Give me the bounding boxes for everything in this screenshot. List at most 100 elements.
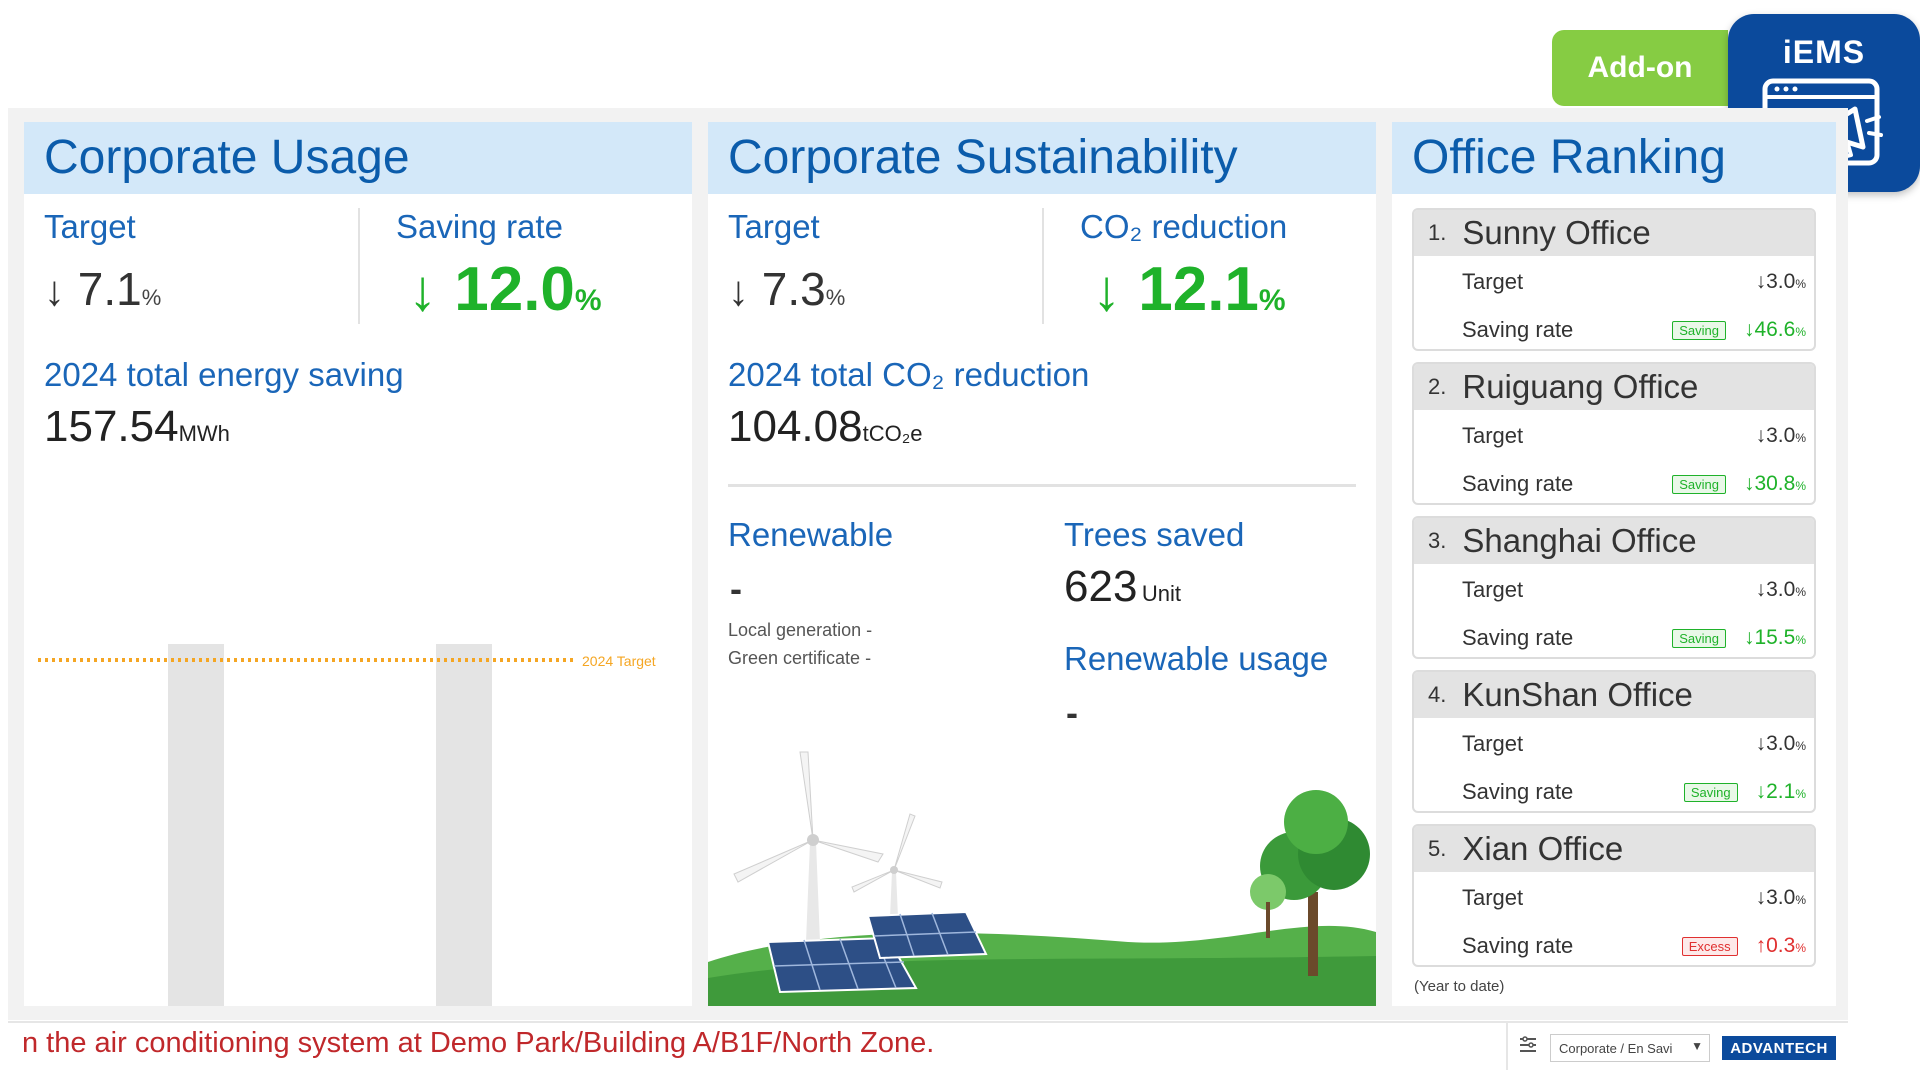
office-target-value: ↓3.0% xyxy=(1756,424,1806,448)
office-target-row: Target ↓3.0% xyxy=(1462,884,1806,912)
office-target-label: Target xyxy=(1462,423,1524,448)
renewable-usage-value: - xyxy=(1066,692,1078,733)
office-target-row: Target ↓3.0% xyxy=(1462,422,1806,450)
tree-icon xyxy=(1250,790,1370,976)
green-certificate-row: Green certificate - xyxy=(728,648,871,669)
renewable-usage-label: Renewable usage xyxy=(1064,640,1329,677)
office-saving-value: ↓15.5% xyxy=(1744,626,1806,650)
office-card-header: 1. Sunny Office xyxy=(1414,210,1814,256)
energy-usage-chart: 2024 Target20231,312.42MWh20241,154.88MW… xyxy=(38,644,656,1006)
office-ranking-title: Office Ranking xyxy=(1412,131,1726,184)
office-card[interactable]: 1. Sunny Office Target ↓3.0% Saving rate… xyxy=(1412,208,1816,351)
co2-total: 104.08tCO₂e xyxy=(728,402,922,452)
local-generation-value: - xyxy=(866,620,873,640)
percent-sign: % xyxy=(1795,941,1806,955)
office-card-header: 5. Xian Office xyxy=(1414,826,1814,872)
office-card-header: 2. Ruiguang Office xyxy=(1414,364,1814,410)
office-card-header: 3. Shanghai Office xyxy=(1414,518,1814,564)
usage-target-value: 7.1 xyxy=(77,263,142,315)
section-divider xyxy=(728,484,1356,487)
green-certificate-value: - xyxy=(865,648,872,668)
office-target-number: ↓3.0 xyxy=(1755,886,1796,909)
office-rank: 2. xyxy=(1428,374,1447,399)
office-saving-label: Saving rate xyxy=(1462,471,1574,496)
corporate-sustainability-header: Corporate Sustainability xyxy=(708,122,1376,194)
office-saving-row: Saving rate Excess ↑0.3% xyxy=(1462,932,1806,960)
office-saving-label: Saving rate xyxy=(1462,779,1574,804)
page-selector[interactable]: Corporate / En Savi ▼ xyxy=(1550,1034,1710,1062)
office-name: Sunny Office xyxy=(1462,214,1651,251)
office-saving-value: ↓2.1% xyxy=(1756,780,1806,804)
office-card[interactable]: 4. KunShan Office Target ↓3.0% Saving ra… xyxy=(1412,670,1816,813)
year-to-date-note: (Year to date) xyxy=(1414,978,1505,995)
office-target-label: Target xyxy=(1462,269,1524,294)
percent-sign: % xyxy=(574,284,602,317)
addon-button[interactable]: Add-on xyxy=(1552,30,1728,106)
office-rank: 1. xyxy=(1428,220,1447,245)
down-arrow-icon: ↓ xyxy=(1092,258,1121,323)
corporate-sustainability-panel: Corporate Sustainability Target ↓ 7.3% C… xyxy=(708,122,1376,1006)
kpi-divider xyxy=(358,208,360,324)
menu-icon[interactable] xyxy=(1518,1036,1538,1054)
bar-track xyxy=(436,644,492,1006)
status-badge: Saving xyxy=(1672,628,1726,648)
office-card[interactable]: 5. Xian Office Target ↓3.0% Saving rate … xyxy=(1412,824,1816,967)
office-target-value: ↓3.0% xyxy=(1756,732,1806,756)
office-saving-row: Saving rate Saving ↓2.1% xyxy=(1462,778,1806,806)
local-generation-row: Local generation - xyxy=(728,620,872,641)
office-saving-row: Saving rate Saving ↓15.5% xyxy=(1462,624,1806,652)
office-saving-value: ↓30.8% xyxy=(1744,472,1806,496)
percent-sign: % xyxy=(1795,479,1806,493)
percent-sign: % xyxy=(141,285,162,310)
usage-target-label: Target xyxy=(44,208,136,245)
office-target-number: ↓3.0 xyxy=(1755,424,1796,447)
office-saving-label: Saving rate xyxy=(1462,625,1574,650)
office-target-number: ↓3.0 xyxy=(1755,578,1796,601)
office-target-value: ↓3.0% xyxy=(1756,886,1806,910)
office-saving-row: Saving rate Saving ↓30.8% xyxy=(1462,470,1806,498)
alert-ticker: n the air conditioning system at Demo Pa… xyxy=(22,1027,935,1059)
wind-turbine-large-icon xyxy=(733,751,884,942)
percent-sign: % xyxy=(1795,893,1806,907)
percent-sign: % xyxy=(1795,739,1806,753)
status-badge: Saving xyxy=(1672,320,1726,340)
status-badge: Saving xyxy=(1672,474,1726,494)
percent-sign: % xyxy=(1795,277,1806,291)
target-line-label: 2024 Target xyxy=(582,653,656,669)
office-card[interactable]: 2. Ruiguang Office Target ↓3.0% Saving r… xyxy=(1412,362,1816,505)
office-target-label: Target xyxy=(1462,731,1524,756)
office-card[interactable]: 3. Shanghai Office Target ↓3.0% Saving r… xyxy=(1412,516,1816,659)
bar-track xyxy=(168,644,224,1006)
wind-turbine-small-icon xyxy=(851,813,943,940)
co2-reduction-kpi: ↓ 12.1% xyxy=(1092,254,1286,325)
solar-panel-icon xyxy=(766,910,988,994)
corporate-usage-header: Corporate Usage xyxy=(24,122,692,194)
usage-target-kpi: ↓ 7.1% xyxy=(44,262,161,316)
co2-reduction-label: CO₂ reduction xyxy=(1080,208,1288,245)
office-saving-number: ↓15.5 xyxy=(1743,626,1796,649)
office-target-number: ↓3.0 xyxy=(1755,732,1796,755)
usage-saving-rate-label: Saving rate xyxy=(396,208,563,245)
percent-sign: % xyxy=(1795,431,1806,445)
office-saving-value: ↑0.3% xyxy=(1756,934,1806,958)
usage-saving-rate-value: 12.0 xyxy=(454,255,575,324)
green-certificate-label: Green certificate xyxy=(728,648,861,668)
usage-total-unit: MWh xyxy=(178,421,230,446)
percent-sign: % xyxy=(1795,633,1806,647)
office-saving-number: ↓30.8 xyxy=(1743,472,1796,495)
percent-sign: % xyxy=(1258,284,1286,317)
office-saving-value: ↓46.6% xyxy=(1744,318,1806,342)
office-rank: 3. xyxy=(1428,528,1447,553)
trees-saved: 623 Unit xyxy=(1064,562,1181,612)
corporate-sustainability-title: Corporate Sustainability xyxy=(728,131,1238,184)
office-ranking-header: Office Ranking xyxy=(1392,122,1836,194)
renewable-value: - xyxy=(730,568,742,609)
office-name: Shanghai Office xyxy=(1462,522,1697,559)
office-saving-label: Saving rate xyxy=(1462,317,1574,342)
co2-total-label: 2024 total CO₂ reduction xyxy=(728,356,1090,393)
percent-sign: % xyxy=(1795,585,1806,599)
office-rank: 4. xyxy=(1428,682,1447,707)
office-saving-row: Saving rate Saving ↓46.6% xyxy=(1462,316,1806,344)
corporate-usage-title: Corporate Usage xyxy=(44,131,410,184)
office-saving-label: Saving rate xyxy=(1462,933,1574,958)
